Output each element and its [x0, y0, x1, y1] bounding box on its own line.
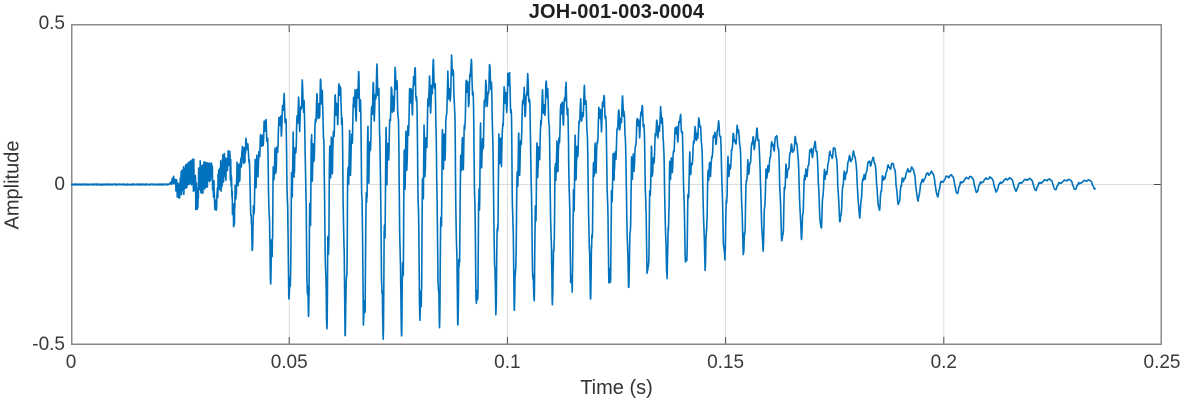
waveform-path — [71, 54, 1097, 340]
x-tick-label: 0.15 — [707, 352, 745, 373]
x-axis-label: Time (s) — [580, 377, 653, 399]
y-tick-label: 0.5 — [38, 13, 65, 34]
chart-title: JOH-001-003-0004 — [528, 1, 705, 23]
x-tick-label: 0.25 — [1143, 352, 1181, 373]
y-tick-label: 0 — [54, 173, 65, 195]
plot-area — [71, 24, 1162, 345]
x-tick-label: 0.1 — [494, 352, 521, 373]
x-tick-label: 0.2 — [930, 352, 957, 373]
x-tick-label: 0.05 — [270, 352, 308, 373]
x-tick-label: 0 — [65, 352, 77, 373]
y-tick-label: -0.5 — [32, 334, 65, 355]
